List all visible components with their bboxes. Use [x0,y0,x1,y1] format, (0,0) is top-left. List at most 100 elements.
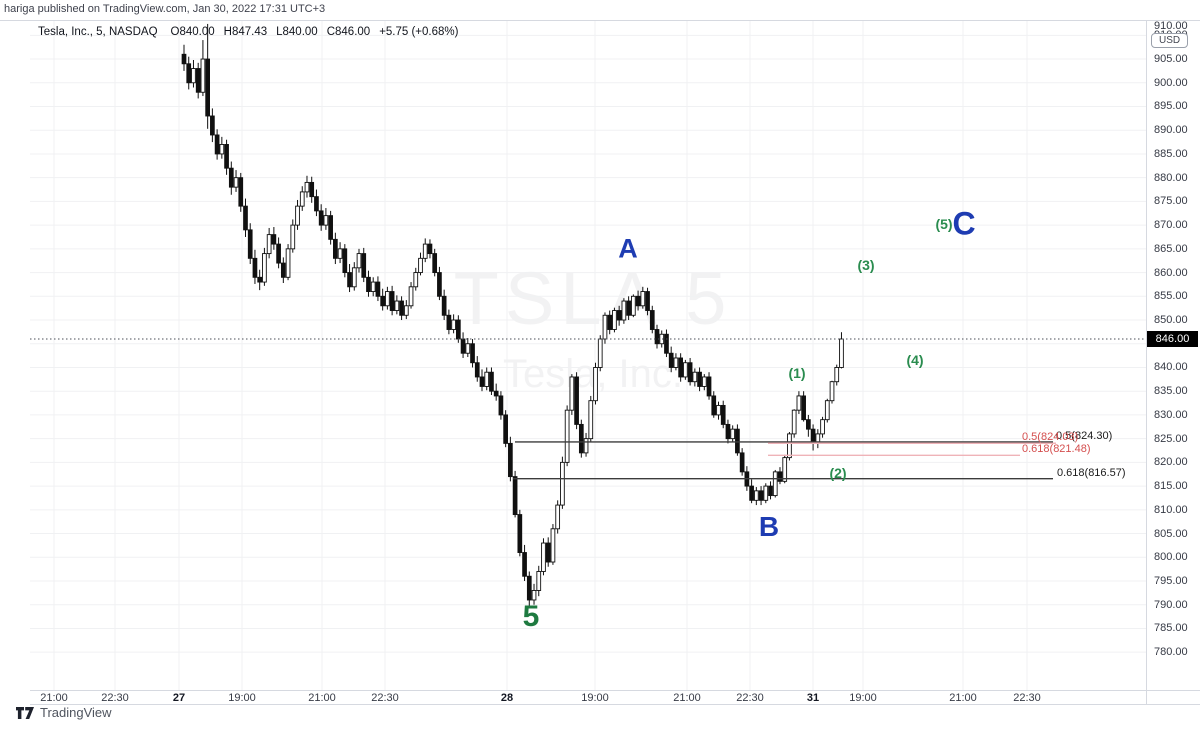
candle-body [541,542,546,572]
candle-body [195,68,201,93]
candle-body [380,295,386,307]
candle-body [389,291,395,311]
candle-body [569,376,575,411]
candle-body [801,395,806,421]
wave-label-1[interactable]: (1) [788,365,806,381]
candle-body [706,376,712,397]
candle-body [210,115,215,136]
price-tick-label: 785.00 [1154,622,1188,635]
candle-body [280,262,286,278]
fib-black-level-label[interactable]: 0.5(824.30) [1056,429,1113,442]
candle-body [200,58,206,93]
candle-body [763,485,769,501]
candle-body [493,390,499,397]
wave-label-A[interactable]: A [618,233,638,264]
candle-body [616,310,622,321]
candle-body [777,471,783,482]
candle-body [578,423,584,454]
time-tick-label: 22:30 [371,692,399,704]
price-axis-left-border [1146,20,1147,704]
candle-body [224,144,229,169]
legend-symbol-title[interactable]: Tesla, Inc., 5, NASDAQ [38,26,158,38]
wave-label-3[interactable]: (3) [857,257,875,273]
candle-body [238,177,244,207]
candle-body [536,571,542,591]
candle-body [683,362,688,378]
candle-body [266,234,272,255]
price-tick-label: 850.00 [1154,314,1188,327]
wave-label-4[interactable]: (4) [906,352,924,368]
header-divider [0,20,1200,21]
time-tick-day-label: 27 [172,692,186,704]
candle-body [181,53,187,65]
wave-label-B[interactable]: B [758,511,780,542]
time-tick-label: 21:00 [673,692,701,704]
price-tick-label: 825.00 [1154,432,1188,445]
candle-body [626,300,631,316]
legend-open-value: O840.00 [170,26,215,38]
time-tick-label: 21:00 [949,692,977,704]
candle-body [649,310,655,330]
candle-body [323,215,329,226]
time-tick-label: 22:30 [736,692,764,704]
time-tick-label: 19:00 [228,692,256,704]
wave-label-5[interactable]: (5) [935,216,953,232]
candle-body [810,428,816,444]
price-tick-label: 870.00 [1154,219,1188,232]
price-tick-label: 890.00 [1154,124,1188,137]
candle-body [697,371,702,387]
candle-body [503,414,508,444]
legend-change-value: +5.75 (+0.68%) [379,26,459,38]
candle-body [361,253,367,278]
candle-body [347,272,352,288]
time-tick-label: 19:00 [849,692,877,704]
price-tick-label: 815.00 [1154,480,1188,493]
candle-body [692,371,698,383]
candle-body [432,253,438,274]
time-tick-label: 19:00 [581,692,609,704]
wave-label-5[interactable]: 5 [522,600,540,633]
legend-close-value: C846.00 [326,26,371,38]
candle-body [474,362,480,378]
candle-body [564,409,570,463]
candle-body [191,68,196,84]
price-tick-label: 840.00 [1154,361,1188,374]
fib-red-level-label[interactable]: 0.618(821.48) [1022,443,1091,456]
time-tick-day-label: 31 [806,692,820,704]
candle-body [271,234,277,245]
candle-body [460,338,466,354]
candle-body [522,552,527,577]
candle-body [356,253,362,269]
candle-body [834,367,840,383]
candle-body [711,395,717,416]
candle-body [262,253,267,283]
price-tick-label: 900.00 [1154,76,1188,89]
candle-body [678,357,683,378]
candle-body [820,419,825,435]
candle-body [772,471,778,497]
wave-label-C[interactable]: C [952,205,976,242]
fib-black-level-label[interactable]: 0.618(816.57) [1057,466,1126,479]
price-tick-label: 810.00 [1154,503,1188,516]
fib-red-level-label[interactable]: 0.5(824.03) [1022,431,1079,444]
candle-body [782,457,788,482]
candle-body [295,205,300,226]
candle-body [205,58,210,117]
symbol-legend[interactable]: Tesla, Inc., 5, NASDAQ O840.00 H847.43 L… [38,26,458,38]
price-tick-label: 800.00 [1154,551,1188,564]
candle-body [375,281,381,297]
candle-body [257,276,263,283]
currency-badge[interactable]: USD [1151,33,1189,48]
candle-body [413,272,419,288]
wave-label-2[interactable]: (2) [829,465,847,481]
candle-body [333,238,338,259]
candle-body [687,362,693,383]
candle-body [437,272,442,297]
candle-body [512,476,518,516]
tradingview-attribution[interactable]: TradingView [16,705,112,720]
price-tick-label: 780.00 [1154,646,1188,659]
candle-body [673,357,679,368]
candle-body [645,291,650,311]
